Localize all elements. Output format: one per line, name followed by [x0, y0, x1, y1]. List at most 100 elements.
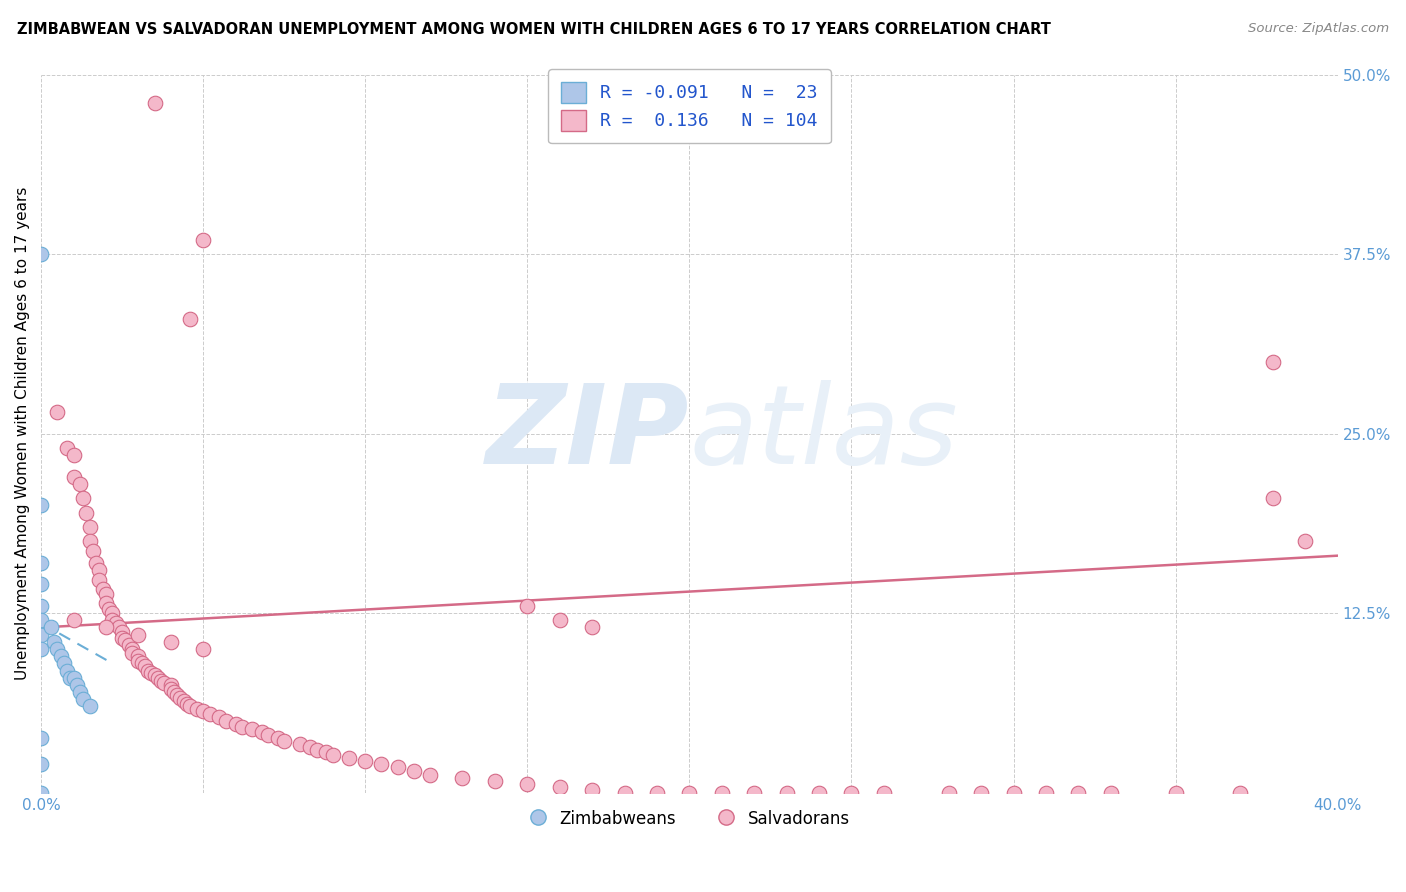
Point: [62, 448, 84, 462]
Point: [101, 606, 124, 620]
Point: [1067, 786, 1090, 800]
Point: [257, 728, 280, 742]
Point: [82, 544, 104, 558]
Point: [91, 582, 114, 596]
Point: [613, 786, 636, 800]
Point: [163, 685, 186, 699]
Point: [30, 613, 52, 627]
Point: [30, 499, 52, 513]
Point: [134, 659, 156, 673]
Point: [1002, 786, 1025, 800]
Point: [484, 774, 506, 789]
Point: [645, 786, 668, 800]
Point: [193, 642, 215, 657]
Point: [89, 573, 111, 587]
Point: [299, 739, 322, 754]
Point: [841, 786, 863, 800]
Text: atlas: atlas: [689, 380, 957, 487]
Point: [193, 233, 215, 247]
Point: [548, 613, 571, 627]
Point: [402, 764, 425, 778]
Point: [127, 628, 149, 642]
Point: [516, 599, 538, 613]
Point: [250, 725, 273, 739]
Point: [72, 491, 94, 506]
Point: [176, 697, 198, 711]
Point: [290, 737, 312, 751]
Point: [62, 671, 84, 685]
Point: [30, 756, 52, 771]
Point: [581, 620, 603, 634]
Point: [169, 690, 191, 705]
Point: [98, 602, 121, 616]
Point: [315, 746, 337, 760]
Point: [548, 780, 571, 794]
Point: [166, 688, 188, 702]
Point: [186, 702, 208, 716]
Point: [30, 556, 52, 570]
Point: [451, 772, 474, 786]
Point: [354, 754, 377, 768]
Point: [79, 699, 101, 714]
Point: [39, 620, 62, 634]
Point: [198, 706, 221, 721]
Point: [742, 786, 765, 800]
Point: [94, 620, 117, 634]
Point: [159, 682, 181, 697]
Point: [1294, 534, 1316, 549]
Point: [240, 723, 263, 737]
Point: [46, 405, 69, 419]
Point: [322, 748, 344, 763]
Point: [153, 676, 176, 690]
Point: [69, 685, 91, 699]
Point: [30, 628, 52, 642]
Point: [121, 646, 143, 660]
Point: [215, 714, 238, 728]
Point: [62, 469, 84, 483]
Point: [179, 311, 201, 326]
Point: [143, 96, 166, 111]
Point: [56, 441, 79, 455]
Point: [72, 692, 94, 706]
Point: [42, 635, 65, 649]
Point: [84, 556, 107, 570]
Point: [94, 587, 117, 601]
Point: [30, 786, 52, 800]
Point: [267, 731, 290, 745]
Point: [1229, 786, 1251, 800]
Point: [1261, 491, 1284, 506]
Point: [387, 760, 409, 774]
Point: [581, 782, 603, 797]
Point: [127, 653, 149, 667]
Point: [146, 671, 169, 685]
Point: [1035, 786, 1057, 800]
Point: [678, 786, 700, 800]
Point: [225, 716, 247, 731]
Point: [131, 657, 153, 671]
Point: [159, 678, 181, 692]
Point: [69, 476, 91, 491]
Point: [710, 786, 733, 800]
Point: [873, 786, 896, 800]
Point: [159, 635, 181, 649]
Point: [30, 247, 52, 261]
Point: [1261, 355, 1284, 369]
Point: [30, 577, 52, 591]
Point: [30, 599, 52, 613]
Point: [76, 506, 98, 520]
Point: [104, 616, 127, 631]
Point: [56, 664, 79, 678]
Point: [89, 563, 111, 577]
Point: [143, 668, 166, 682]
Y-axis label: Unemployment Among Women with Children Ages 6 to 17 years: Unemployment Among Women with Children A…: [15, 187, 30, 681]
Point: [30, 731, 52, 745]
Point: [49, 649, 72, 664]
Point: [127, 649, 149, 664]
Point: [101, 613, 124, 627]
Point: [208, 709, 231, 723]
Text: Source: ZipAtlas.com: Source: ZipAtlas.com: [1249, 22, 1389, 36]
Point: [305, 742, 328, 756]
Point: [173, 694, 195, 708]
Point: [66, 678, 89, 692]
Point: [136, 664, 159, 678]
